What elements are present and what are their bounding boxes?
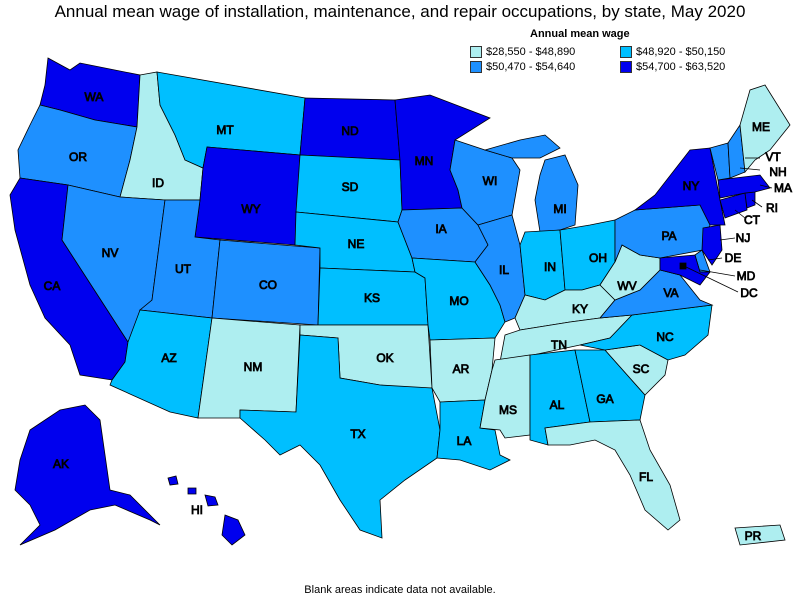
label-AR: AR <box>453 362 470 376</box>
label-KS: KS <box>364 291 380 305</box>
legend-swatch-mid-high <box>470 61 482 73</box>
legend-item-mid-low: $48,920 - $50,150 <box>620 46 725 58</box>
label-MA: MA <box>774 181 792 195</box>
state-MA[interactable] <box>717 174 771 199</box>
label-WI: WI <box>483 174 498 188</box>
label-RI: RI <box>766 201 778 215</box>
state-PR[interactable] <box>734 524 786 546</box>
label-VT: VT <box>765 150 781 164</box>
label-OR: OR <box>69 150 87 164</box>
label-MT: MT <box>216 123 234 137</box>
leader-dc <box>683 265 739 293</box>
label-IN: IN <box>544 260 556 274</box>
state-CT[interactable] <box>719 192 748 219</box>
legend-title: Annual mean wage <box>530 28 630 40</box>
label-CA: CA <box>44 279 61 293</box>
leader-nh <box>739 167 761 171</box>
label-WY: WY <box>241 202 260 216</box>
legend-label-mid-low: $48,920 - $50,150 <box>636 46 726 58</box>
state-AK[interactable] <box>14 404 161 546</box>
label-WA: WA <box>85 90 104 104</box>
label-DC: DC <box>740 286 758 300</box>
label-PR: PR <box>745 529 762 543</box>
label-IL: IL <box>499 263 509 277</box>
state-IN[interactable] <box>519 229 566 301</box>
label-NM: NM <box>244 360 263 374</box>
state-GA[interactable] <box>574 349 646 423</box>
label-PA: PA <box>661 229 676 243</box>
label-NV: NV <box>102 246 119 260</box>
label-MI: MI <box>553 202 566 216</box>
state-HI-big[interactable] <box>221 514 246 546</box>
label-ME: ME <box>752 120 770 134</box>
state-WY[interactable] <box>194 146 301 246</box>
legend-item-mid-high: $50,470 - $54,640 <box>470 61 575 73</box>
label-NC: NC <box>656 330 674 344</box>
label-AZ: AZ <box>161 351 176 365</box>
label-VA: VA <box>663 286 678 300</box>
state-HI-maui[interactable] <box>204 494 219 507</box>
legend-label-mid-high: $50,470 - $54,640 <box>486 61 576 73</box>
state-MI[interactable] <box>534 154 579 233</box>
label-TN: TN <box>551 338 567 352</box>
label-NJ: NJ <box>736 231 751 245</box>
label-WV: WV <box>617 279 636 293</box>
label-OK: OK <box>376 351 393 365</box>
state-ME[interactable] <box>739 84 791 173</box>
label-LA: LA <box>457 434 472 448</box>
label-CT: CT <box>744 213 761 227</box>
label-TX: TX <box>350 427 365 441</box>
label-HI: HI <box>191 503 203 517</box>
state-RI[interactable] <box>744 191 756 209</box>
state-IL[interactable] <box>474 214 526 323</box>
legend: Annual mean wage $28,550 - $48,890 $50,4… <box>470 28 800 88</box>
label-OH: OH <box>589 251 607 265</box>
label-CO: CO <box>259 278 277 292</box>
label-DE: DE <box>725 251 742 265</box>
leader-de <box>707 257 723 261</box>
legend-item-high: $54,700 - $63,520 <box>620 61 725 73</box>
legend-swatch-low <box>470 46 482 58</box>
label-SC: SC <box>633 362 650 376</box>
label-KY: KY <box>572 302 588 316</box>
state-MI-UP[interactable] <box>483 134 561 159</box>
state-FL[interactable] <box>544 419 681 531</box>
legend-label-low: $28,550 - $48,890 <box>486 46 576 58</box>
label-IA: IA <box>435 222 446 236</box>
legend-label-high: $54,700 - $63,520 <box>636 61 726 73</box>
label-MN: MN <box>415 154 434 168</box>
legend-item-low: $28,550 - $48,890 <box>470 46 575 58</box>
state-HI-oahu[interactable] <box>187 487 197 495</box>
state-MD[interactable] <box>659 254 711 286</box>
label-AL: AL <box>550 398 565 412</box>
leader-ct <box>734 209 746 219</box>
label-FL: FL <box>639 470 653 484</box>
label-NH: NH <box>769 165 786 179</box>
state-TX[interactable] <box>239 334 441 539</box>
label-AK: AK <box>53 457 69 471</box>
legend-swatch-mid-low <box>620 46 632 58</box>
state-NJ[interactable] <box>701 224 723 266</box>
leader-md <box>699 269 736 277</box>
leader-nj <box>719 237 736 241</box>
leader-ma <box>759 184 773 189</box>
state-DC[interactable] <box>679 262 687 270</box>
footnote: Blank areas indicate data not available. <box>304 584 496 596</box>
label-NY: NY <box>683 179 700 193</box>
label-ND: ND <box>341 124 359 138</box>
label-ID: ID <box>152 176 164 190</box>
label-GA: GA <box>596 392 613 406</box>
legend-swatch-high <box>620 61 632 73</box>
label-MD: MD <box>737 269 756 283</box>
leader-ri <box>751 199 763 208</box>
label-MS: MS <box>499 403 517 417</box>
state-HI-kauai[interactable] <box>167 475 179 486</box>
label-MO: MO <box>449 294 468 308</box>
map-title: Annual mean wage of installation, mainte… <box>54 2 746 21</box>
label-SD: SD <box>342 180 359 194</box>
label-UT: UT <box>175 262 192 276</box>
label-NE: NE <box>348 237 365 251</box>
